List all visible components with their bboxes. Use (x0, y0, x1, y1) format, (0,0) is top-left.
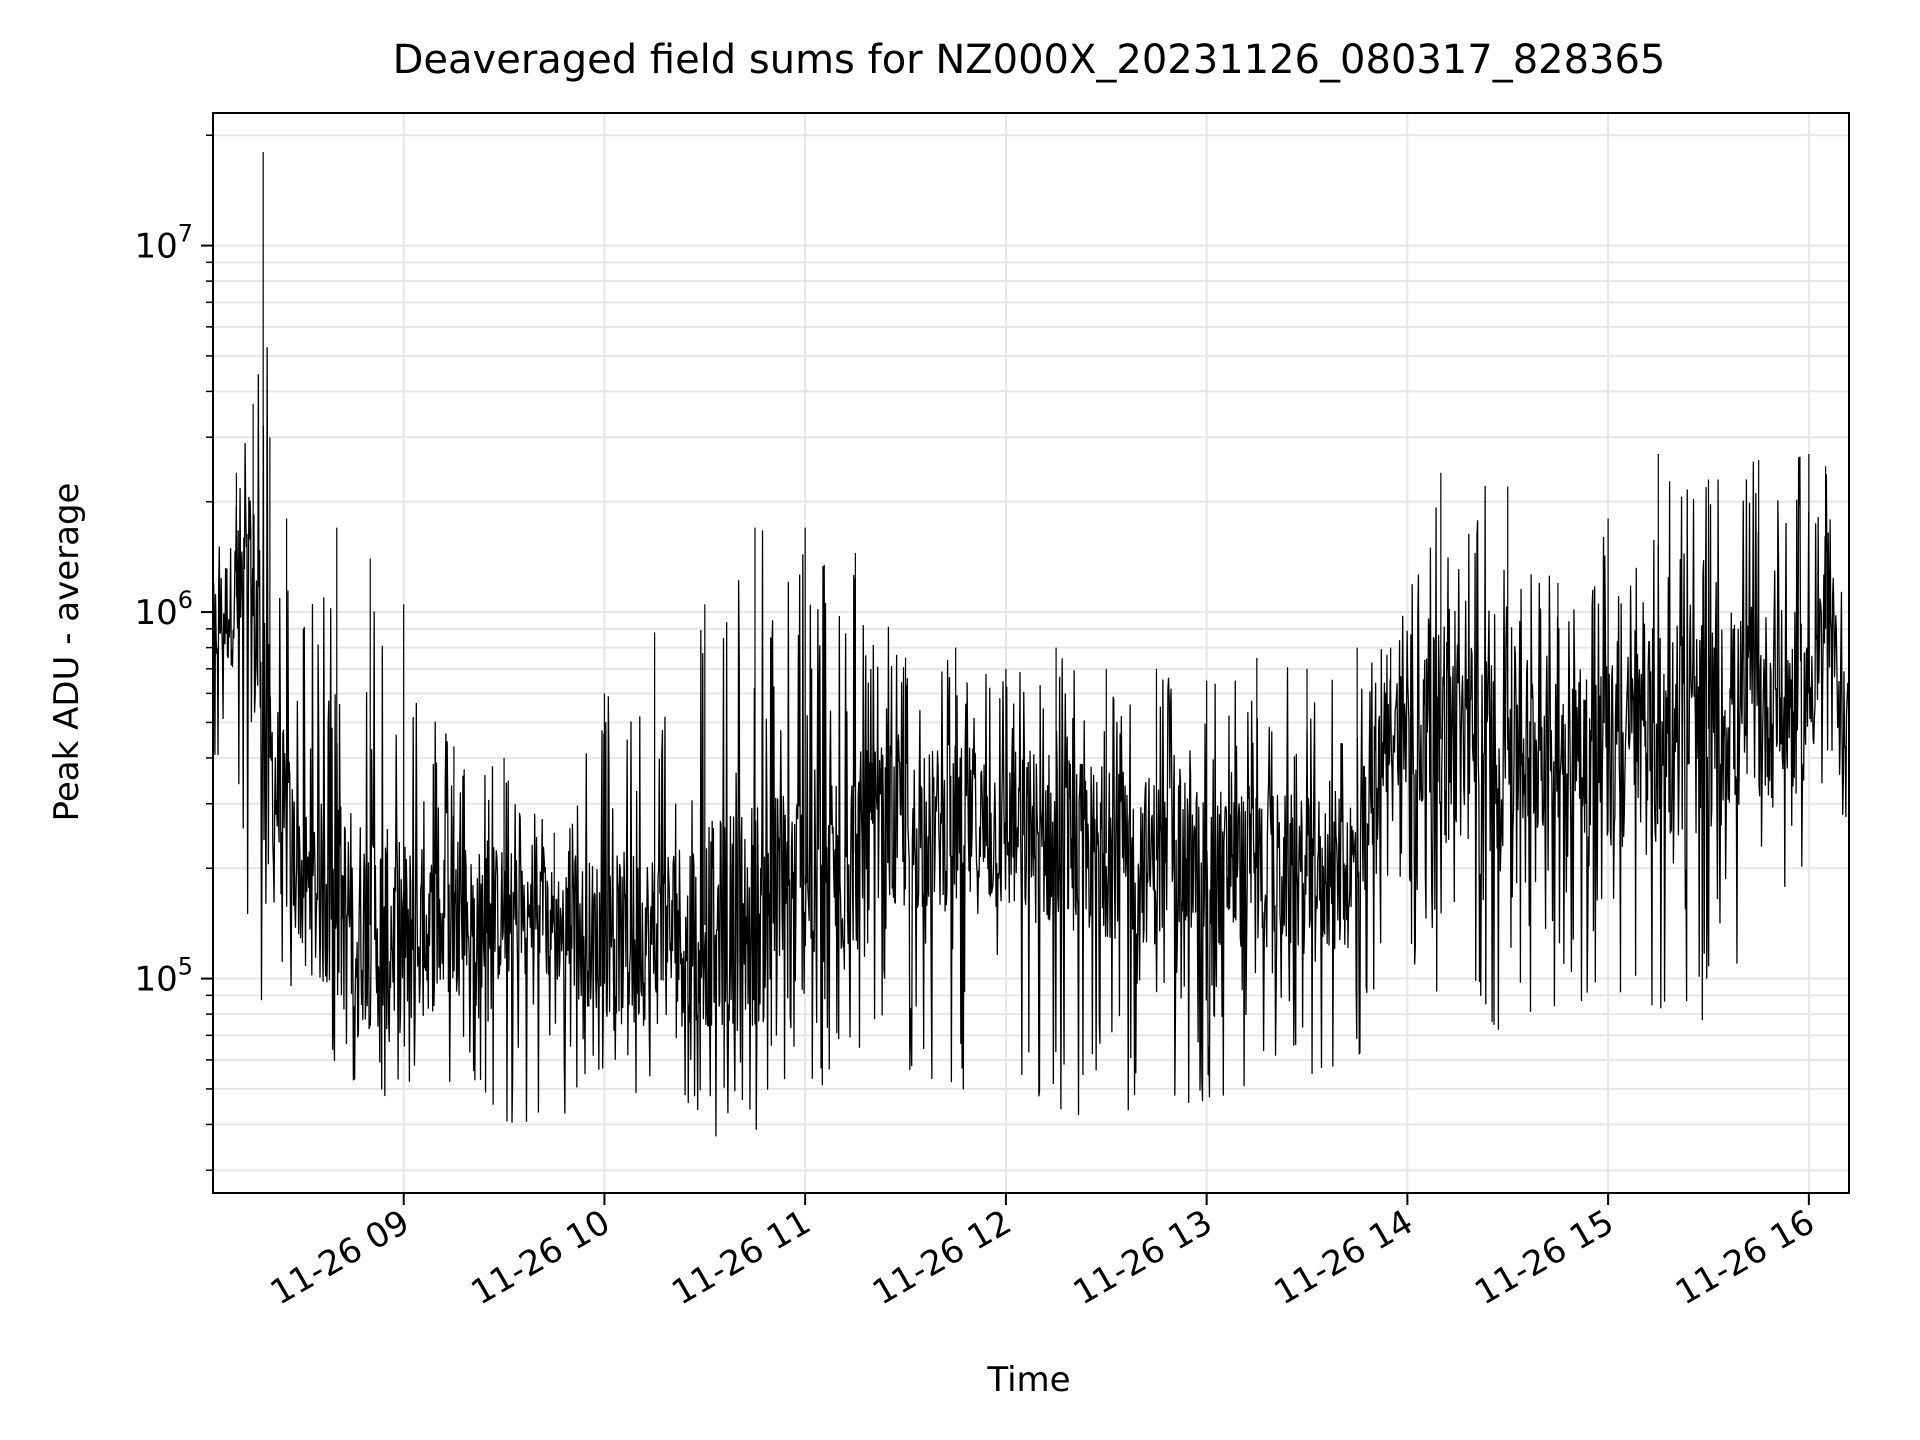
y-tick-label: 105 (134, 953, 193, 1000)
plot-frame (212, 112, 1850, 1194)
series-line (212, 347, 1850, 1137)
x-axis-label: Time (986, 1360, 1070, 1400)
y-tick-label: 107 (134, 220, 193, 267)
chart-title: Deaveraged field sums for NZ000X_2023112… (393, 37, 1666, 83)
y-tick-label: 106 (134, 586, 193, 633)
y-axis: 105 106 107 (134, 134, 213, 1171)
y-axis-label: Peak ADU - average (47, 483, 87, 822)
